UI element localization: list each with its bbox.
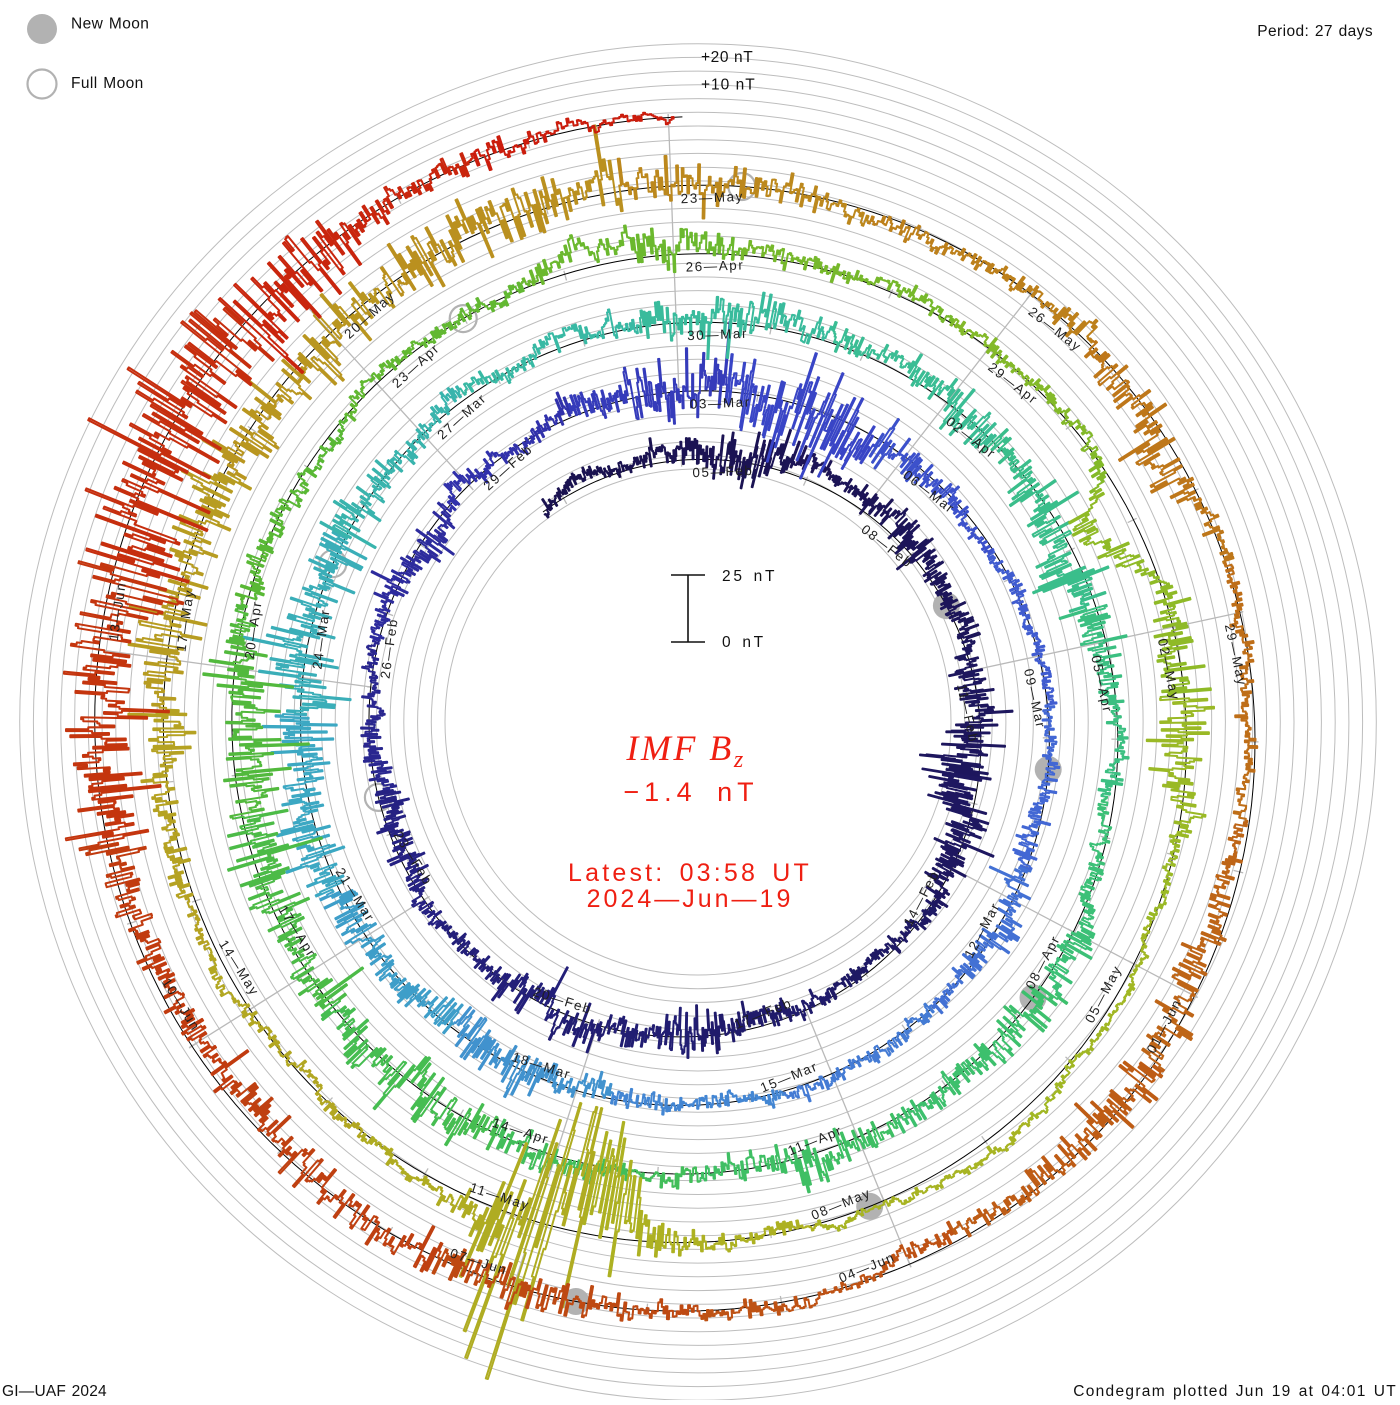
svg-text:26—Apr: 26—Apr: [685, 257, 744, 274]
svg-text:Full Moon: Full Moon: [71, 75, 144, 92]
svg-text:0 nT: 0 nT: [722, 634, 766, 651]
svg-text:GI—UAF 2024: GI—UAF 2024: [2, 1383, 107, 1400]
svg-text:Condegram plotted Jun 19 at 04: Condegram plotted Jun 19 at 04:01 UT: [1073, 1383, 1397, 1400]
svg-text:+10 nT: +10 nT: [701, 77, 756, 94]
svg-text:30—Mar: 30—Mar: [687, 326, 748, 343]
svg-text:IMF Bz: IMF Bz: [625, 728, 745, 773]
svg-text:−1.4 nT: −1.4 nT: [623, 777, 758, 807]
svg-text:Latest: 03:58 UT: Latest: 03:58 UT: [568, 859, 812, 887]
svg-text:Period: 27 days: Period: 27 days: [1257, 23, 1373, 40]
svg-text:2024—Jun—19: 2024—Jun—19: [587, 885, 794, 913]
svg-text:03—Mar: 03—Mar: [690, 394, 751, 411]
svg-text:05—Feb: 05—Feb: [692, 463, 753, 480]
svg-text:25 nT: 25 nT: [722, 568, 777, 585]
svg-text:+20 nT: +20 nT: [701, 49, 753, 66]
svg-text:23—May: 23—May: [680, 189, 744, 206]
svg-text:New Moon: New Moon: [71, 16, 149, 33]
